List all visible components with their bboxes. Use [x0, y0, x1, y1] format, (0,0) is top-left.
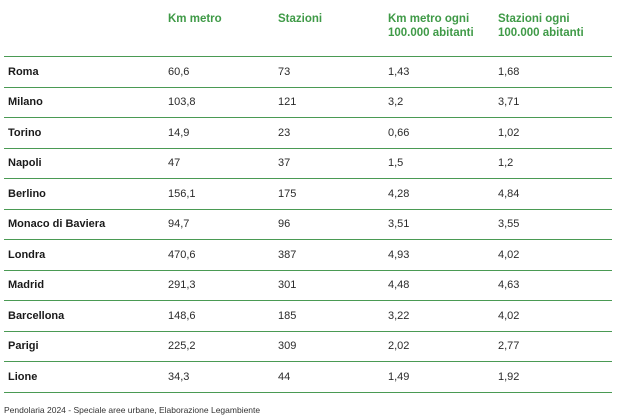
- km-per-100k-cell: 1,49: [388, 361, 498, 393]
- km-per-100k-cell: 3,2: [388, 87, 498, 118]
- km-metro-cell: 47: [168, 148, 278, 179]
- km-metro-cell: 60,6: [168, 56, 278, 88]
- header-km-metro: Km metro: [168, 0, 278, 57]
- metro-comparison-table-container: Km metro Stazioni Km metro ogni 100.000 …: [4, 0, 612, 393]
- stations-per-100k-cell: 1,68: [498, 56, 612, 88]
- table-row: Lione 34,3 44 1,49 1,92: [4, 361, 612, 393]
- header-line: Stazioni: [278, 13, 323, 25]
- stations-cell: 121: [278, 87, 388, 118]
- table-header-row: Km metro Stazioni Km metro ogni 100.000 …: [4, 0, 612, 57]
- stations-cell: 175: [278, 178, 388, 210]
- km-per-100k-cell: 3,22: [388, 300, 498, 332]
- table-row: Barcellona 148,6 185 3,22 4,02: [4, 300, 612, 332]
- stations-per-100k-cell: 3,55: [498, 209, 612, 240]
- stations-per-100k-cell: 4,02: [498, 239, 612, 271]
- header-stations-per-100k: Stazioni ogni 100.000 abitanti: [498, 0, 612, 57]
- header-stazioni: Stazioni: [278, 0, 388, 57]
- table-row: Milano 103,8 121 3,2 3,71: [4, 87, 612, 118]
- stations-cell: 23: [278, 117, 388, 149]
- km-per-100k-cell: 4,48: [388, 270, 498, 301]
- table-body: Roma 60,6 73 1,43 1,68 Milano 103,8 121 3,2 3,71 T…: [4, 56, 612, 393]
- city-cell: Lione: [4, 361, 168, 393]
- table-row: Monaco di Baviera 94,7 96 3,51 3,55: [4, 209, 612, 240]
- city-cell: Berlino: [4, 178, 168, 210]
- header-city: [4, 0, 168, 57]
- stations-per-100k-cell: 4,63: [498, 270, 612, 301]
- stations-cell: 309: [278, 331, 388, 362]
- stations-cell: 387: [278, 239, 388, 271]
- header-line: 100.000 abitanti: [388, 27, 474, 39]
- km-metro-cell: 14,9: [168, 117, 278, 149]
- source-caption: Pendolaria 2024 - Speciale aree urbane, …: [4, 405, 261, 415]
- table-row: Londra 470,6 387 4,93 4,02: [4, 239, 612, 271]
- stations-per-100k-cell: 2,77: [498, 331, 612, 362]
- km-metro-cell: 156,1: [168, 178, 278, 210]
- city-cell: Madrid: [4, 270, 168, 301]
- stations-per-100k-cell: 4,84: [498, 178, 612, 210]
- header-line: 100.000 abitanti: [498, 27, 584, 39]
- stations-cell: 44: [278, 361, 388, 393]
- city-cell: Parigi: [4, 331, 168, 362]
- stations-cell: 37: [278, 148, 388, 179]
- km-per-100k-cell: 4,28: [388, 178, 498, 210]
- city-cell: Roma: [4, 56, 168, 88]
- stations-cell: 96: [278, 209, 388, 240]
- km-metro-cell: 470,6: [168, 239, 278, 271]
- km-per-100k-cell: 4,93: [388, 239, 498, 271]
- city-cell: Milano: [4, 87, 168, 118]
- stations-per-100k-cell: 1,02: [498, 117, 612, 149]
- city-cell: Torino: [4, 117, 168, 149]
- km-per-100k-cell: 1,43: [388, 56, 498, 88]
- header-line: Km metro ogni: [388, 13, 470, 25]
- stations-per-100k-cell: 1,2: [498, 148, 612, 179]
- city-cell: Monaco di Baviera: [4, 209, 168, 240]
- stations-per-100k-cell: 1,92: [498, 361, 612, 393]
- table-row: Madrid 291,3 301 4,48 4,63: [4, 270, 612, 301]
- stations-per-100k-cell: 4,02: [498, 300, 612, 332]
- city-cell: Londra: [4, 239, 168, 271]
- km-per-100k-cell: 3,51: [388, 209, 498, 240]
- km-per-100k-cell: 0,66: [388, 117, 498, 149]
- stations-cell: 185: [278, 300, 388, 332]
- stations-cell: 73: [278, 56, 388, 88]
- table-row: Torino 14,9 23 0,66 1,02: [4, 117, 612, 149]
- table-row: Roma 60,6 73 1,43 1,68: [4, 56, 612, 88]
- header-line: Stazioni ogni: [498, 13, 570, 25]
- table-row: Napoli 47 37 1,5 1,2: [4, 148, 612, 179]
- table-row: Berlino 156,1 175 4,28 4,84: [4, 178, 612, 210]
- city-cell: Napoli: [4, 148, 168, 179]
- header-line: Km metro: [168, 13, 222, 25]
- city-cell: Barcellona: [4, 300, 168, 332]
- km-metro-cell: 34,3: [168, 361, 278, 393]
- km-per-100k-cell: 2,02: [388, 331, 498, 362]
- stations-cell: 301: [278, 270, 388, 301]
- km-metro-cell: 291,3: [168, 270, 278, 301]
- km-per-100k-cell: 1,5: [388, 148, 498, 179]
- km-metro-cell: 94,7: [168, 209, 278, 240]
- stations-per-100k-cell: 3,71: [498, 87, 612, 118]
- km-metro-cell: 103,8: [168, 87, 278, 118]
- table-row: Parigi 225,2 309 2,02 2,77: [4, 331, 612, 362]
- km-metro-cell: 225,2: [168, 331, 278, 362]
- metro-comparison-table: Km metro Stazioni Km metro ogni 100.000 …: [4, 0, 612, 393]
- km-metro-cell: 148,6: [168, 300, 278, 332]
- header-km-per-100k: Km metro ogni 100.000 abitanti: [388, 0, 498, 57]
